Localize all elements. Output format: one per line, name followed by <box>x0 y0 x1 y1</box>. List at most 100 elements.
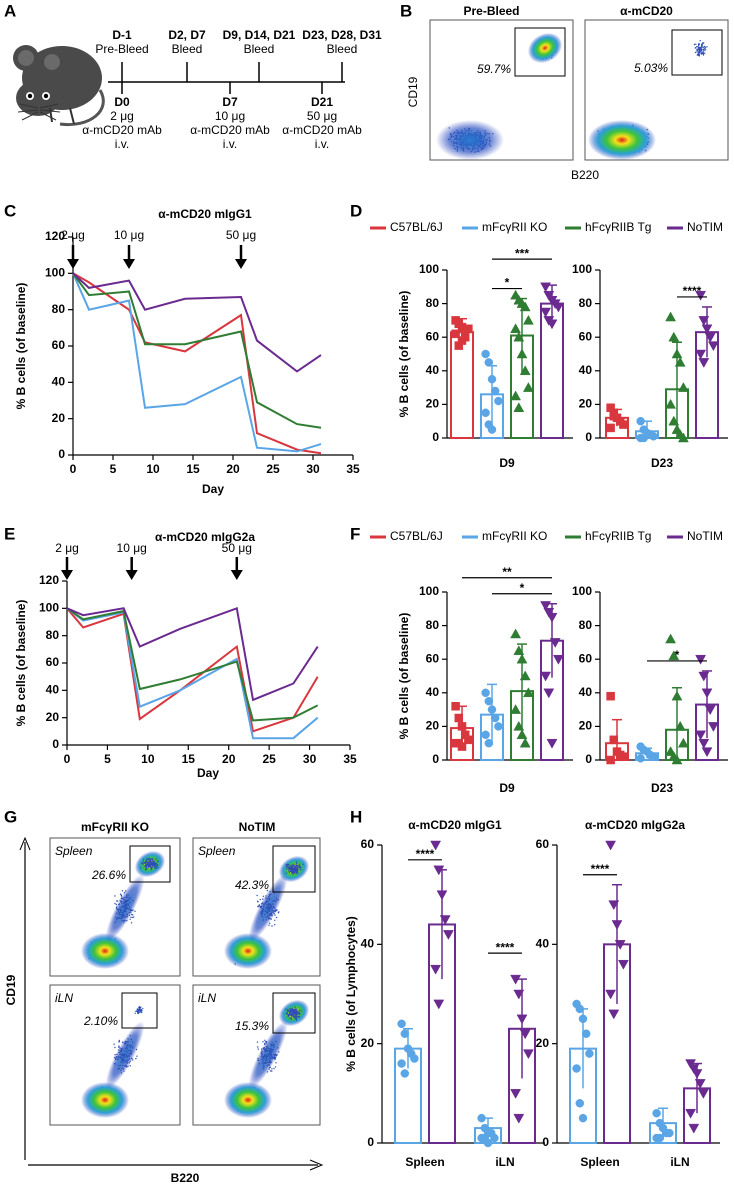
event-dot <box>118 1065 120 1067</box>
event-dot <box>127 894 129 896</box>
data-point <box>397 1019 406 1029</box>
y-tick-label: 20 <box>361 1036 375 1050</box>
event-dot <box>268 895 271 897</box>
event-dot <box>146 860 148 863</box>
y-tick-label: 80 <box>52 302 66 316</box>
event-dot <box>116 1056 119 1058</box>
event-dot <box>268 1053 270 1056</box>
y-tick-label: 60 <box>361 837 375 851</box>
gate <box>121 992 158 1029</box>
data-point <box>617 959 629 970</box>
gate-percent: 2.10% <box>83 1014 118 1028</box>
event-dot <box>119 1047 121 1049</box>
event-dot <box>120 914 122 916</box>
data-point <box>464 735 473 745</box>
event-dot <box>126 894 128 896</box>
panel-label: H <box>350 807 362 826</box>
density <box>105 874 145 942</box>
event-dot <box>119 908 122 911</box>
event-dot <box>128 914 131 916</box>
event-dot <box>152 860 154 862</box>
event-dot <box>273 910 276 912</box>
event-dot <box>132 1041 134 1044</box>
event-dot <box>268 896 270 898</box>
event-dot <box>122 903 124 905</box>
event-dot <box>145 869 147 871</box>
event-dot <box>146 868 148 870</box>
event-dot <box>147 863 149 866</box>
y-tick-label: 120 <box>45 229 65 243</box>
data-point <box>608 900 620 911</box>
event-dot <box>273 1056 276 1058</box>
significance-label: * <box>505 276 510 290</box>
event-dot <box>118 1067 121 1070</box>
event-dot <box>124 1056 126 1058</box>
event-dot <box>271 1070 273 1072</box>
event-dot <box>289 870 291 872</box>
event-dot <box>291 870 293 873</box>
event-dot <box>299 868 301 870</box>
y-tick-label: 40 <box>579 363 593 377</box>
arrow-head <box>230 570 243 580</box>
event-dot <box>121 1067 123 1070</box>
event-dot <box>122 1057 125 1059</box>
event-dot <box>700 48 702 51</box>
event-dot <box>154 865 156 868</box>
data-point <box>581 1029 591 1038</box>
event-dot <box>274 924 276 926</box>
event-dot <box>266 1065 268 1067</box>
data-point <box>608 1009 620 1020</box>
data-point <box>578 1014 588 1024</box>
x-tick-label: 25 <box>262 752 276 766</box>
event-dot <box>265 897 267 899</box>
event-dot <box>270 910 273 912</box>
data-point <box>695 654 707 665</box>
event-dot <box>123 916 125 918</box>
data-point <box>540 671 552 682</box>
data-point <box>677 382 689 392</box>
flow-column: NoTIM <box>239 820 276 834</box>
event-dot <box>295 1019 298 1021</box>
timeline-event: Pre-Bleed <box>95 42 148 56</box>
data-point <box>546 612 558 623</box>
event-dot <box>257 905 259 908</box>
event-dot <box>132 1059 134 1061</box>
event-dot <box>145 865 147 868</box>
event-dot <box>270 1061 273 1064</box>
event-dot <box>127 1043 129 1046</box>
event-dot <box>275 1040 277 1043</box>
line-series <box>72 272 322 453</box>
event-dot <box>127 1049 130 1052</box>
data-point <box>685 1059 697 1070</box>
y-tick-label: 0 <box>585 752 592 766</box>
y-tick-label: 100 <box>45 266 65 280</box>
route: i.v. <box>223 137 237 151</box>
route: i.v. <box>315 137 329 151</box>
event-dot <box>294 869 296 871</box>
event-dot <box>142 860 145 862</box>
event-dot <box>137 1008 139 1010</box>
y-tick-label: 0 <box>432 430 439 444</box>
event-dot <box>119 910 122 912</box>
data-point <box>484 358 494 367</box>
event-dot <box>268 893 270 896</box>
x-tick-label: 0 <box>70 462 77 476</box>
event-dot <box>120 1061 122 1063</box>
tissue-label: Spleen <box>55 844 93 858</box>
event-dot <box>269 913 271 915</box>
event-dot <box>267 915 269 917</box>
event-dot <box>116 908 118 910</box>
data-point <box>668 415 680 426</box>
event-dot <box>274 914 276 916</box>
event-dot <box>262 1041 264 1043</box>
chart-title: α-mCD20 mIgG2a <box>155 530 255 544</box>
event-dot <box>131 1057 133 1060</box>
event-dot <box>126 1059 129 1062</box>
event-dot <box>155 865 157 868</box>
event-dot <box>131 916 134 919</box>
event-dot <box>265 1059 267 1062</box>
event-dot <box>115 1058 117 1060</box>
y-tick-label: 60 <box>52 338 66 352</box>
event-dot <box>272 906 275 908</box>
data-point <box>519 301 531 312</box>
